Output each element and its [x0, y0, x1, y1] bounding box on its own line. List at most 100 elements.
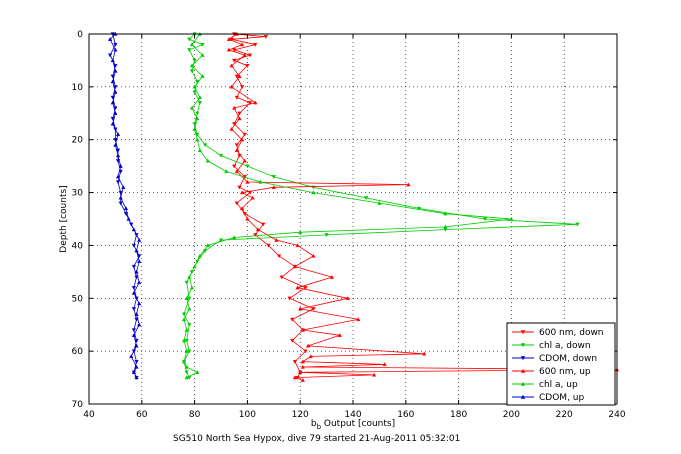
data-point: [234, 74, 239, 79]
data-point: [263, 35, 269, 39]
data-point: [134, 269, 139, 274]
ticks: 40 60 80 100 120 140 160 180 200 220 240 0 10 20 30 40 5…: [72, 30, 626, 420]
x-tick-label: 120: [292, 410, 309, 420]
data-point: [131, 328, 137, 333]
data-point: [300, 327, 305, 332]
x-tick-label: 140: [344, 410, 361, 420]
data-point: [129, 354, 134, 359]
data-point: [187, 48, 192, 53]
data-point: [113, 68, 118, 73]
data-point: [192, 58, 197, 63]
data-point: [371, 372, 377, 377]
series-cdom-down: [107, 32, 142, 380]
data-point: [234, 169, 239, 174]
data-point: [250, 195, 255, 200]
legend-box: [506, 322, 616, 406]
data-point: [300, 378, 305, 382]
data-point: [239, 206, 245, 211]
data-point: [110, 58, 115, 63]
data-point: [295, 285, 300, 290]
data-point: [305, 343, 311, 348]
x-tick-label: 220: [556, 410, 573, 420]
x-tick-label: 40: [83, 410, 95, 420]
data-point: [184, 296, 189, 300]
data-point: [443, 224, 448, 229]
data-point: [184, 327, 189, 332]
legend-item: CDOM, up: [512, 393, 584, 403]
data-point: [239, 190, 245, 195]
data-point: [131, 333, 137, 337]
data-point: [234, 143, 239, 148]
data-point: [300, 359, 305, 364]
data-point: [187, 323, 192, 327]
data-point: [187, 306, 192, 311]
data-point: [195, 111, 200, 116]
data-point: [382, 362, 387, 366]
data-point: [229, 84, 234, 89]
data-point: [224, 169, 229, 174]
data-point: [242, 52, 247, 57]
data-point: [298, 230, 303, 234]
series-cdom-up: [107, 31, 142, 380]
data-point: [134, 360, 139, 364]
data-point: [113, 142, 118, 147]
data-point: [218, 238, 224, 243]
data-point: [237, 185, 242, 190]
data-point: [290, 338, 295, 343]
data-point: [200, 42, 205, 47]
data-point: [137, 259, 142, 263]
series-600-nm-down: [229, 32, 316, 380]
data-point: [308, 354, 313, 359]
data-point: [187, 296, 192, 301]
data-point: [237, 116, 242, 121]
data-point: [189, 105, 195, 110]
data-point: [184, 375, 189, 380]
data-point: [131, 243, 137, 248]
data-point: [110, 121, 115, 126]
data-point: [298, 306, 303, 311]
legend-item: 600 nm, up: [512, 367, 591, 377]
data-point: [195, 137, 200, 142]
y-tick-label: 40: [72, 241, 84, 251]
data-point: [364, 196, 369, 201]
data-point: [192, 90, 197, 95]
data-point: [245, 179, 250, 184]
data-point: [110, 100, 115, 105]
data-point: [345, 296, 350, 300]
y-tick-label: 50: [72, 294, 84, 304]
legend-marker: [520, 343, 526, 348]
series-line: [183, 33, 578, 378]
data-point: [131, 290, 137, 295]
data-point: [274, 237, 279, 242]
data-point: [232, 164, 237, 169]
data-point: [253, 233, 258, 238]
series-chl-a-up: [181, 31, 514, 380]
data-point: [131, 286, 137, 290]
data-point: [107, 37, 113, 41]
data-point: [203, 143, 208, 148]
data-point: [292, 375, 298, 380]
y-tick-label: 20: [72, 136, 84, 146]
data-point: [232, 105, 237, 110]
legend-marker: [520, 394, 526, 399]
data-point: [234, 201, 239, 206]
data-point: [189, 285, 195, 290]
legend-label: CDOM, up: [539, 393, 584, 403]
data-point: [311, 253, 316, 258]
data-point: [229, 126, 234, 131]
data-point: [126, 216, 131, 221]
data-point: [118, 201, 123, 206]
data-point: [406, 182, 411, 187]
data-point: [482, 217, 488, 222]
data-point: [377, 200, 382, 205]
data-point: [110, 79, 115, 84]
chart-caption: SG510 North Sea Hypox, dive 79 started 2…: [173, 434, 460, 444]
y-tick-label: 70: [72, 400, 84, 410]
data-point: [245, 216, 250, 221]
data-point: [115, 132, 121, 137]
legend-label: CDOM, down: [539, 354, 597, 364]
data-point: [234, 148, 239, 152]
x-tick-label: 240: [608, 410, 625, 420]
data-point: [298, 370, 303, 374]
